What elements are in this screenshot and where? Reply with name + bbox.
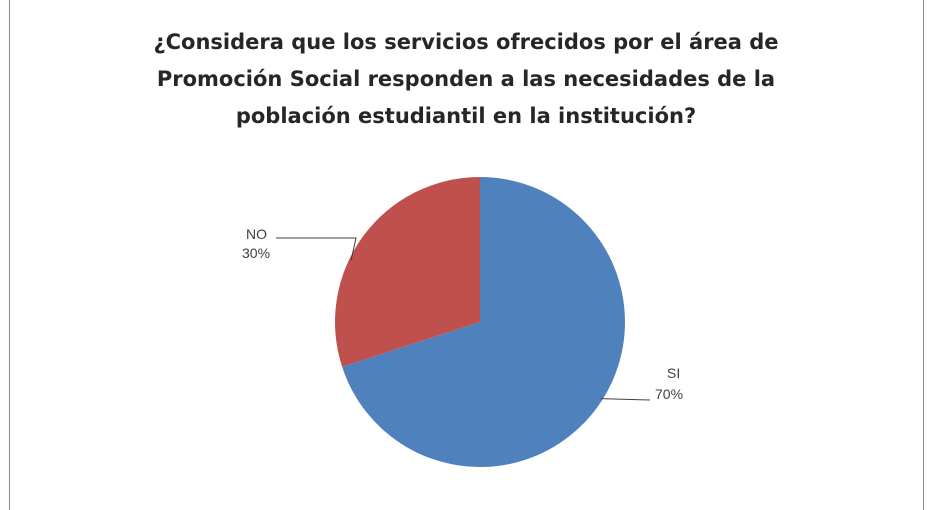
chart-title-line-2: Promoción Social responden a las necesid… [156,67,776,91]
leader-line-si [600,398,651,401]
pie-slice-no [335,177,480,367]
chart-title-line-1: ¿Considera que los servicios ofrecidos p… [153,30,779,54]
pie-slice-si [342,177,626,467]
data-labels: NO 30% SI 70% [242,226,683,402]
leader-lines [276,237,651,401]
slice-label-no-value: 30% [242,245,270,261]
pie-slices [335,177,626,467]
slice-label-no-category: NO [246,226,267,242]
leader-line-no [276,237,357,261]
chart-title: ¿Considera que los servicios ofrecidos p… [0,24,932,135]
slice-label-si-value: 70% [655,386,683,402]
chart-title-line-3: población estudiantil en la institución? [235,104,697,128]
slice-label-si-category: SI [667,365,680,381]
